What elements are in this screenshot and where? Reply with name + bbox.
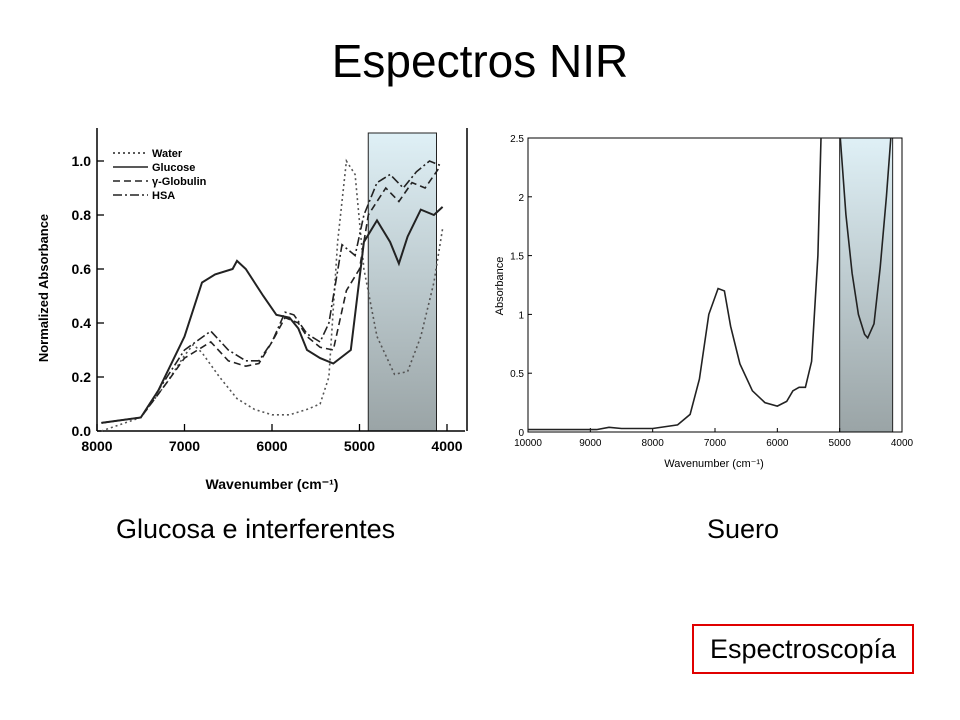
x-tick-label: 7000 (169, 438, 200, 454)
legend-label: Glucose (152, 162, 195, 174)
x-axis-label: Wavenumber (cm⁻¹) (206, 476, 339, 492)
y-tick-label: 0.0 (72, 423, 92, 439)
highlight-band (367, 132, 437, 432)
x-tick-label: 10000 (514, 438, 542, 449)
y-tick-label: 0.5 (510, 369, 524, 380)
y-tick-label: 1.0 (72, 153, 92, 169)
series-line-hsa (101, 160, 443, 424)
y-tick-label: 0.6 (72, 261, 92, 277)
y-tick-label: 0.2 (72, 369, 92, 385)
legend-label: Water (152, 148, 183, 160)
x-tick-label: 5000 (344, 438, 375, 454)
series-line-globulin (101, 168, 439, 424)
caption-glucose-interferents: Glucosa e interferentes (116, 514, 396, 544)
x-tick-label: 4000 (891, 438, 914, 449)
y-tick-label: 2 (518, 193, 524, 204)
caption-serum: Suero (707, 514, 780, 544)
legend-label: HSA (152, 190, 175, 202)
serum-spectrum-line (839, 137, 892, 340)
y-tick-label: 1 (518, 310, 524, 321)
x-tick-label: 8000 (642, 438, 665, 449)
y-tick-label: 2.5 (510, 134, 524, 145)
slide-title: Espectros NIR (331, 35, 629, 87)
x-tick-label: 6000 (766, 438, 789, 449)
spectroscopy-tag: Espectroscopía (692, 624, 914, 674)
x-tick-label: 5000 (829, 438, 852, 449)
y-tick-label: 0 (518, 428, 524, 439)
spectroscopy-tag-label: Espectroscopía (709, 633, 897, 664)
serum-spectrum-line (528, 137, 822, 431)
x-tick-label: 8000 (81, 438, 112, 454)
highlight-band (839, 137, 894, 433)
y-axis-label: Normalized Absorbance (36, 214, 51, 362)
y-axis-label: Absorbance (494, 257, 506, 316)
x-tick-label: 6000 (256, 438, 287, 454)
y-tick-label: 0.8 (72, 207, 92, 223)
legend-label: γ-Globulin (152, 176, 207, 188)
y-tick-label: 1.5 (510, 252, 524, 263)
x-tick-label: 9000 (579, 438, 602, 449)
x-axis-label: Wavenumber (cm⁻¹) (664, 458, 764, 470)
series-line-glucose (101, 206, 444, 424)
y-tick-label: 0.4 (72, 315, 92, 331)
x-tick-label: 4000 (431, 438, 462, 454)
x-tick-label: 7000 (704, 438, 727, 449)
